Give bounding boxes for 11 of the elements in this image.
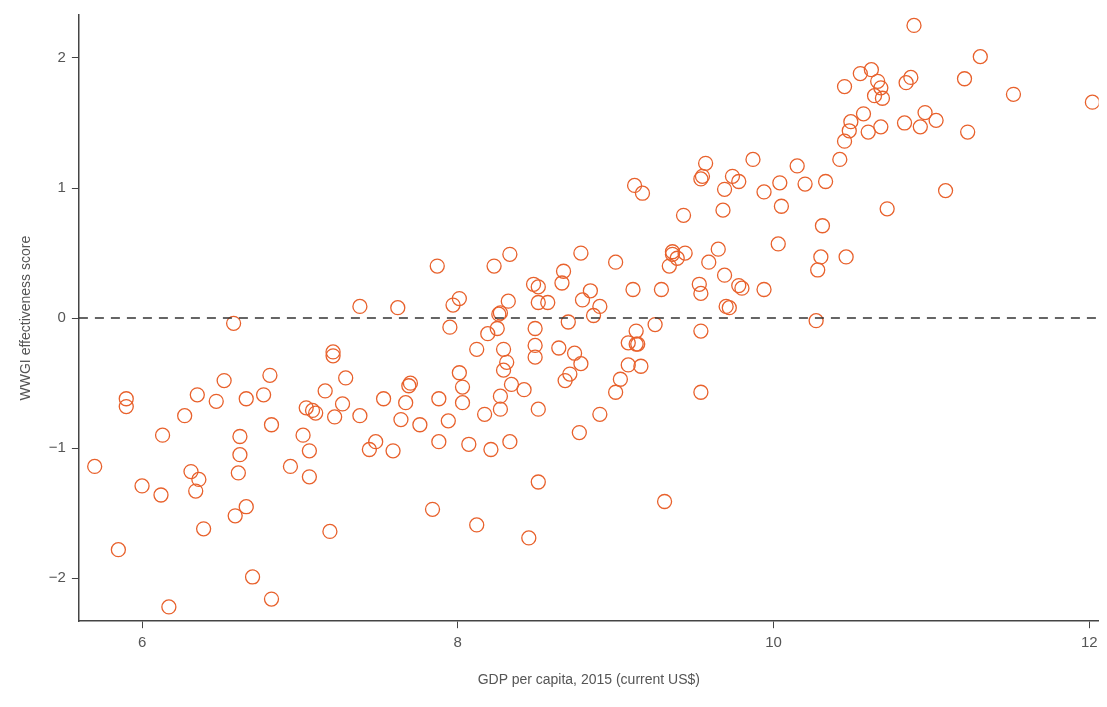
y-axis-title: WWGI effectiveness score (17, 235, 34, 401)
y-tick-label: 1 (57, 178, 66, 196)
y-tick-label: −2 (48, 568, 66, 586)
y-tick-label: 0 (57, 308, 66, 326)
y-tick-label: −1 (48, 438, 66, 456)
x-axis-title: GDP per capita, 2015 (current US$) (477, 671, 700, 688)
y-tick-label: 2 (57, 48, 66, 66)
x-tick-label: 6 (137, 633, 147, 651)
x-tick-label: 10 (765, 633, 782, 651)
x-tick-label: 12 (1080, 633, 1098, 651)
x-tick-label: 8 (453, 633, 462, 651)
